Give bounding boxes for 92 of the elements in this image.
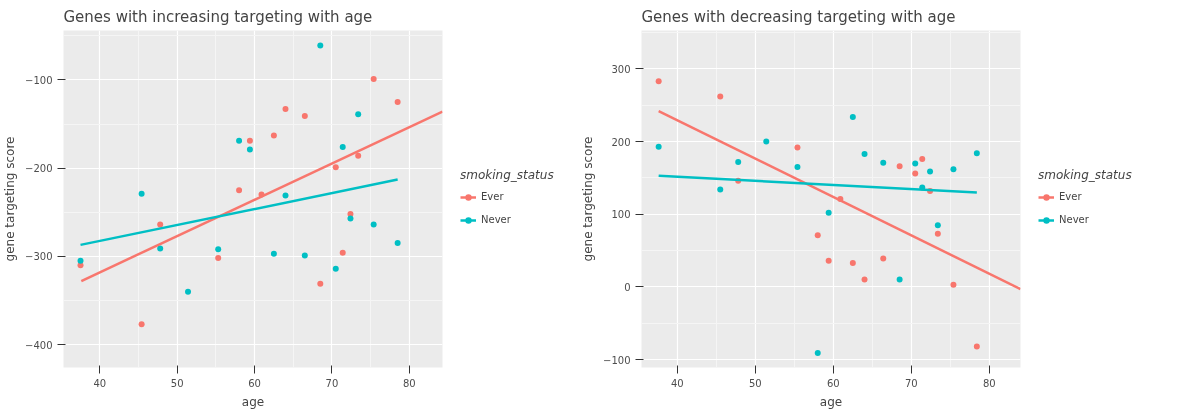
x-tick-label: 80 [402,377,416,389]
point [370,221,377,228]
point [880,255,887,262]
point [77,257,84,264]
x-tick-label: 80 [982,377,996,389]
point [317,280,324,287]
point [332,164,339,171]
point [912,170,919,177]
point [655,143,662,150]
point [973,150,980,157]
y-tick-label: −400 [25,339,53,351]
x-tick-label: 40 [93,377,107,389]
x-tick-label: 50 [748,377,762,389]
point [814,349,821,356]
point [215,255,222,262]
y-axis-title: gene targeting score [3,136,18,262]
point [861,276,868,283]
point [301,252,308,259]
y-tick-label: −100 [25,74,53,86]
legend-title: smoking_status [460,167,554,182]
point [896,276,903,283]
point [394,240,401,247]
point [270,250,277,257]
point [236,187,243,194]
point [896,163,903,170]
point [270,132,277,139]
point [157,245,164,252]
point [317,42,324,49]
x-tick-label: 70 [325,377,339,389]
point [880,159,887,166]
point [934,222,941,229]
point [735,158,742,165]
x-axis-title: age [241,394,265,409]
x-tick-label: 50 [170,377,184,389]
x-tick-label: 60 [826,377,840,389]
point [394,98,401,105]
point [794,164,801,171]
point [138,321,145,328]
y-axis-title: gene targeting score [581,136,596,262]
point [825,209,832,216]
point [138,190,145,197]
point [825,257,832,264]
legend-label: Ever [1059,191,1082,202]
y-tick-label: 200 [611,136,631,148]
legend-label: Never [1059,214,1089,225]
point [912,160,919,167]
chart-title: Genes with decreasing targeting with age [641,7,956,26]
x-tick-label: 40 [671,377,684,389]
point [717,93,724,100]
point [301,113,308,120]
point [861,150,868,157]
point [919,156,926,163]
point [246,137,253,144]
point [927,168,934,175]
point [339,249,346,256]
point [215,246,222,253]
point [794,144,801,151]
point [282,106,289,113]
y-tick-label: −300 [25,251,53,263]
x-axis-title: age [819,394,843,409]
point [370,76,377,83]
point [355,111,362,118]
point [934,230,941,237]
point [332,265,339,272]
x-tick-label: 60 [248,377,261,389]
chart-title: Genes with increasing targeting with age [63,7,373,26]
point [355,152,362,159]
point [973,343,980,350]
point [185,288,192,295]
point [950,166,957,173]
point [246,146,253,153]
point [763,138,770,145]
y-tick-label: −100 [603,354,631,366]
point [157,221,164,228]
point [849,259,856,266]
y-tick-label: 100 [611,209,631,221]
legend-label: Ever [481,191,504,202]
y-tick-label: −200 [25,163,53,175]
point [339,143,346,150]
x-tick-label: 70 [904,377,918,389]
point [814,232,821,239]
y-tick-label: 0 [624,281,631,293]
y-tick-label: 300 [611,63,631,75]
point [282,192,289,199]
legend-label: Never [481,214,511,225]
point [347,215,354,222]
point [849,113,856,120]
legend-title: smoking_status [1038,167,1132,182]
point [717,186,724,193]
point [950,281,957,288]
point [236,137,243,144]
point [655,78,662,85]
